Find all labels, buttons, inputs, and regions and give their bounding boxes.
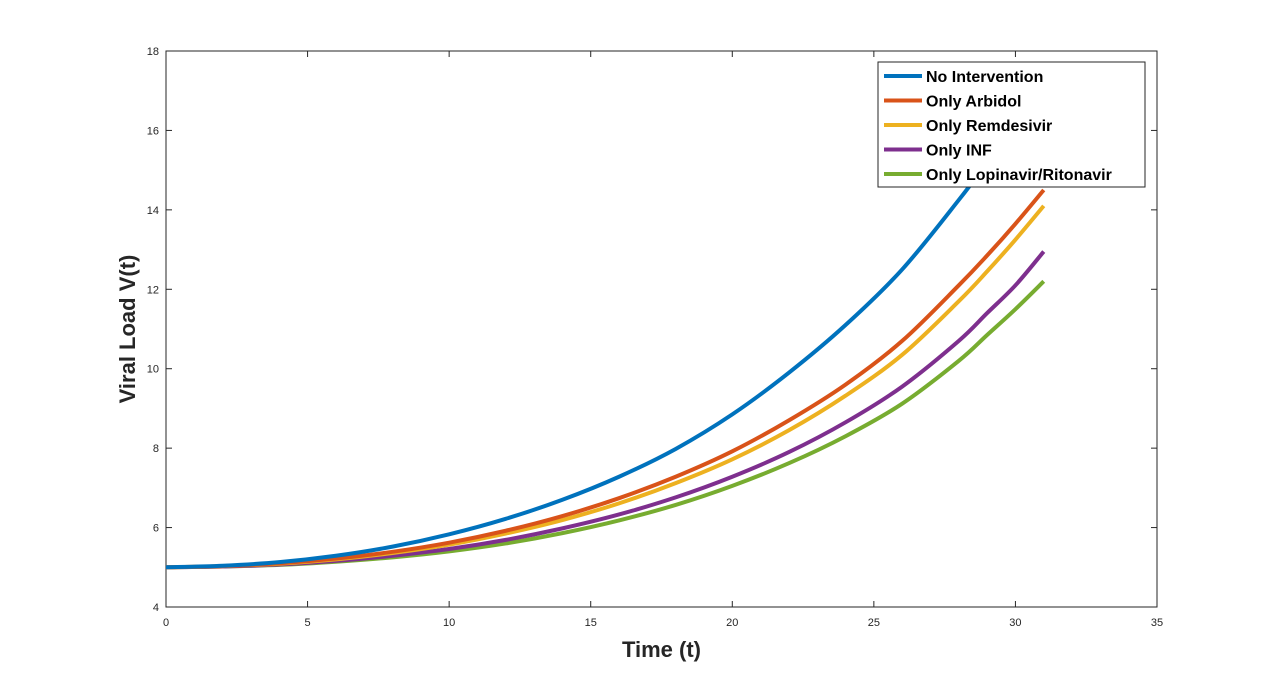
x-tick-label: 0 [163,617,169,629]
y-tick-label: 4 [153,602,159,614]
x-tick-label: 20 [726,617,738,629]
legend-label: Only INF [926,143,992,160]
legend: No Intervention Only Arbidol Only Remdesiv… [877,61,1146,188]
y-tick-label: 6 [153,523,159,535]
x-tick-label: 35 [1151,617,1163,629]
series-lines [166,81,1046,570]
y-tick-label: 14 [147,205,159,217]
y-tick-label: 16 [147,125,159,137]
y-tick-label: 10 [147,364,159,376]
legend-box [877,61,1146,188]
legend-label: Only Arbidol [926,94,1021,111]
y-tick-label: 8 [153,443,159,455]
x-tick-label: 15 [585,617,597,629]
x-axis-title: Time (t) [622,637,701,662]
y-tick-label: 12 [147,284,159,296]
legend-label: No Intervention [926,69,1043,86]
legend-label: Only Lopinavir/Ritonavir [926,167,1112,184]
y-tick-label: 18 [147,46,159,58]
x-tick-label: 25 [868,617,880,629]
axis-ticks: 0 5 10 15 20 25 30 35 4 6 8 10 12 14 16 18 [147,46,1163,629]
series-line-1 [166,81,1046,570]
x-tick-label: 5 [305,617,311,629]
x-tick-label: 30 [1009,617,1021,629]
x-tick-label: 10 [443,617,455,629]
legend-label: Only Remdesivir [926,118,1052,135]
y-axis-title: Viral Load V(t) [115,255,140,404]
series-line-2 [166,188,1046,570]
